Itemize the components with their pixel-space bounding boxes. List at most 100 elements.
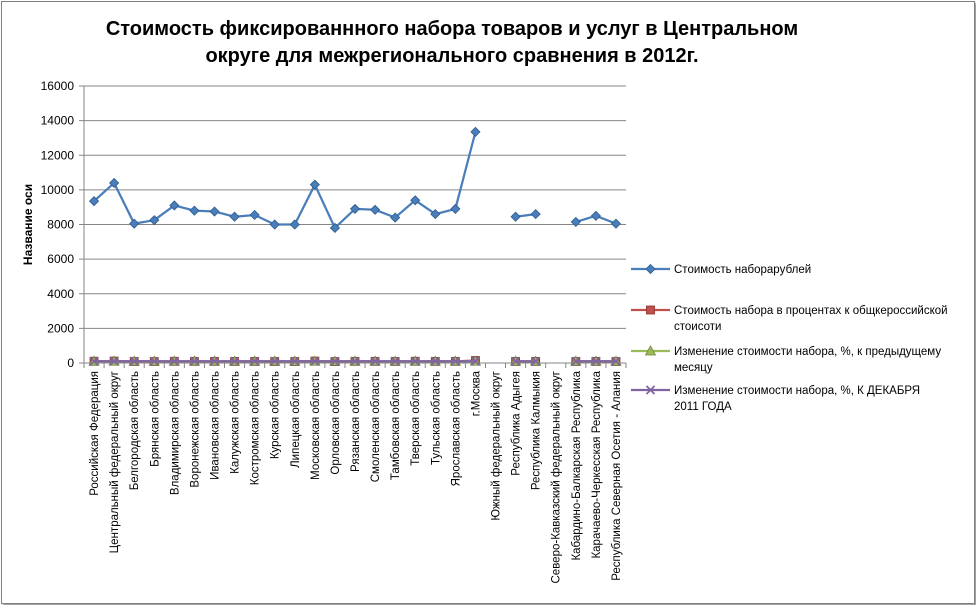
data-point [610,218,622,229]
category-label: Костромская область [250,371,262,485]
data-point [470,356,481,366]
data-point [169,356,179,366]
category-label: Белгородская область [129,371,141,490]
data-point [109,177,120,189]
data-point [570,216,581,227]
data-point [169,200,180,211]
category-label: Орловская область [330,371,342,475]
data-point [270,356,280,366]
y-tick-label: 2000 [47,321,74,335]
series-4 [89,356,621,366]
legend-entry[interactable]: Изменение стоимости набора, %, к предыду… [631,345,941,374]
data-point [510,356,521,366]
data-point [129,356,139,366]
data-point [390,212,401,223]
data-point [269,219,280,230]
data-point [349,203,361,214]
category-label: Калужская область [230,371,242,474]
data-point [109,356,119,366]
data-point [249,356,260,366]
legend-entry[interactable]: Изменение стоимости набора, %, К ДЕКАБРЯ… [631,385,920,413]
category-label: Республика Калмыкия [531,371,543,490]
data-point [470,126,481,137]
data-point [591,356,601,366]
data-point [229,211,240,222]
y-tick-label: 16000 [41,79,75,93]
y-tick-label: 4000 [47,287,74,301]
category-label: Владимирская область [169,371,181,495]
data-point [450,356,461,366]
category-label: Южный федеральный округ [491,371,503,521]
y-axis-label-group: Название оси [21,184,35,265]
data-point [149,215,160,226]
data-point [309,179,320,190]
category-label: Тверская область [410,371,422,466]
legend-marker [645,385,656,395]
data-point [410,356,420,366]
category-label: Московская область [310,371,322,480]
data-point [249,209,260,221]
category-label: Ярославская область [450,371,462,486]
data-point [149,356,159,366]
legend-label: Изменение стоимости набора, %, К ДЕКАБРЯ [674,385,920,397]
series-line [93,131,477,230]
category-label: Карачаево-Черкесская Республика [591,370,603,558]
data-point [330,356,340,366]
category-label: Брянская область [149,371,161,467]
y-tick-label: 8000 [47,218,74,232]
data-point [189,356,200,366]
data-point [88,196,100,207]
data-point [571,356,581,366]
data-point [209,356,220,366]
data-point [350,356,360,366]
legend-marker [644,345,657,356]
category-label: Рязанская область [350,371,362,472]
category-label: Воронежская область [189,371,201,488]
category-label: Липецкая область [290,371,302,468]
legend[interactable]: Стоимость набораpублей Стоимость набора в… [631,263,948,413]
data-point [289,219,300,230]
data-point [390,356,400,366]
legend-marker [646,305,655,315]
legend-label: стоисоти [674,321,721,333]
data-point [590,210,601,221]
legend-entry[interactable]: Стоимость набора в процентах к общкеросс… [631,305,948,333]
data-point [410,195,421,206]
category-label: Тульская область [430,371,442,465]
legend-label: Стоимость набора в процентах к общкеросс… [674,305,948,317]
y-tick-labels: 0 2000 4000 6000 8000 10000 12000 14000 16000 [41,79,75,370]
data-point [89,356,99,366]
legend-marker [645,263,656,275]
data-point [450,203,461,214]
data-point [530,209,541,220]
category-labels: Российская Федерация Центральный федераль… [89,370,623,583]
data-point [209,206,220,217]
category-label: Ивановская область [209,371,221,480]
series-group [88,126,622,366]
category-label: Центральный федеральный округ [109,371,121,553]
category-label: Курская область [270,371,282,459]
legend-label: 2011 ГОДА [674,401,732,413]
category-label: Северо-Кавказский федеральный округ [551,371,563,584]
data-point [189,205,200,216]
axes [79,85,627,368]
y-axis-label: Название оси [21,184,35,265]
category-label: Республика Адыгея [511,371,523,476]
legend-entry[interactable]: Стоимость набораpублей [631,263,811,276]
y-tick-label: 6000 [47,252,74,266]
data-point [611,356,621,366]
chart-title-line: Стоимость фиксированнного набора товаров… [106,18,798,40]
category-label: Смоленская область [370,371,382,482]
data-point [430,209,441,220]
data-point [129,218,140,229]
y-tick-label: 14000 [41,114,75,128]
y-tick-label: 0 [67,356,74,370]
legend-label: Изменение стоимости набора, %, к предыду… [674,346,941,358]
category-label: Кабардино-Балкарская Республика [571,370,583,560]
legend-label: Стоимость набораpублей [674,264,811,276]
data-point [310,356,320,366]
data-point [510,211,521,222]
data-point [229,356,240,366]
